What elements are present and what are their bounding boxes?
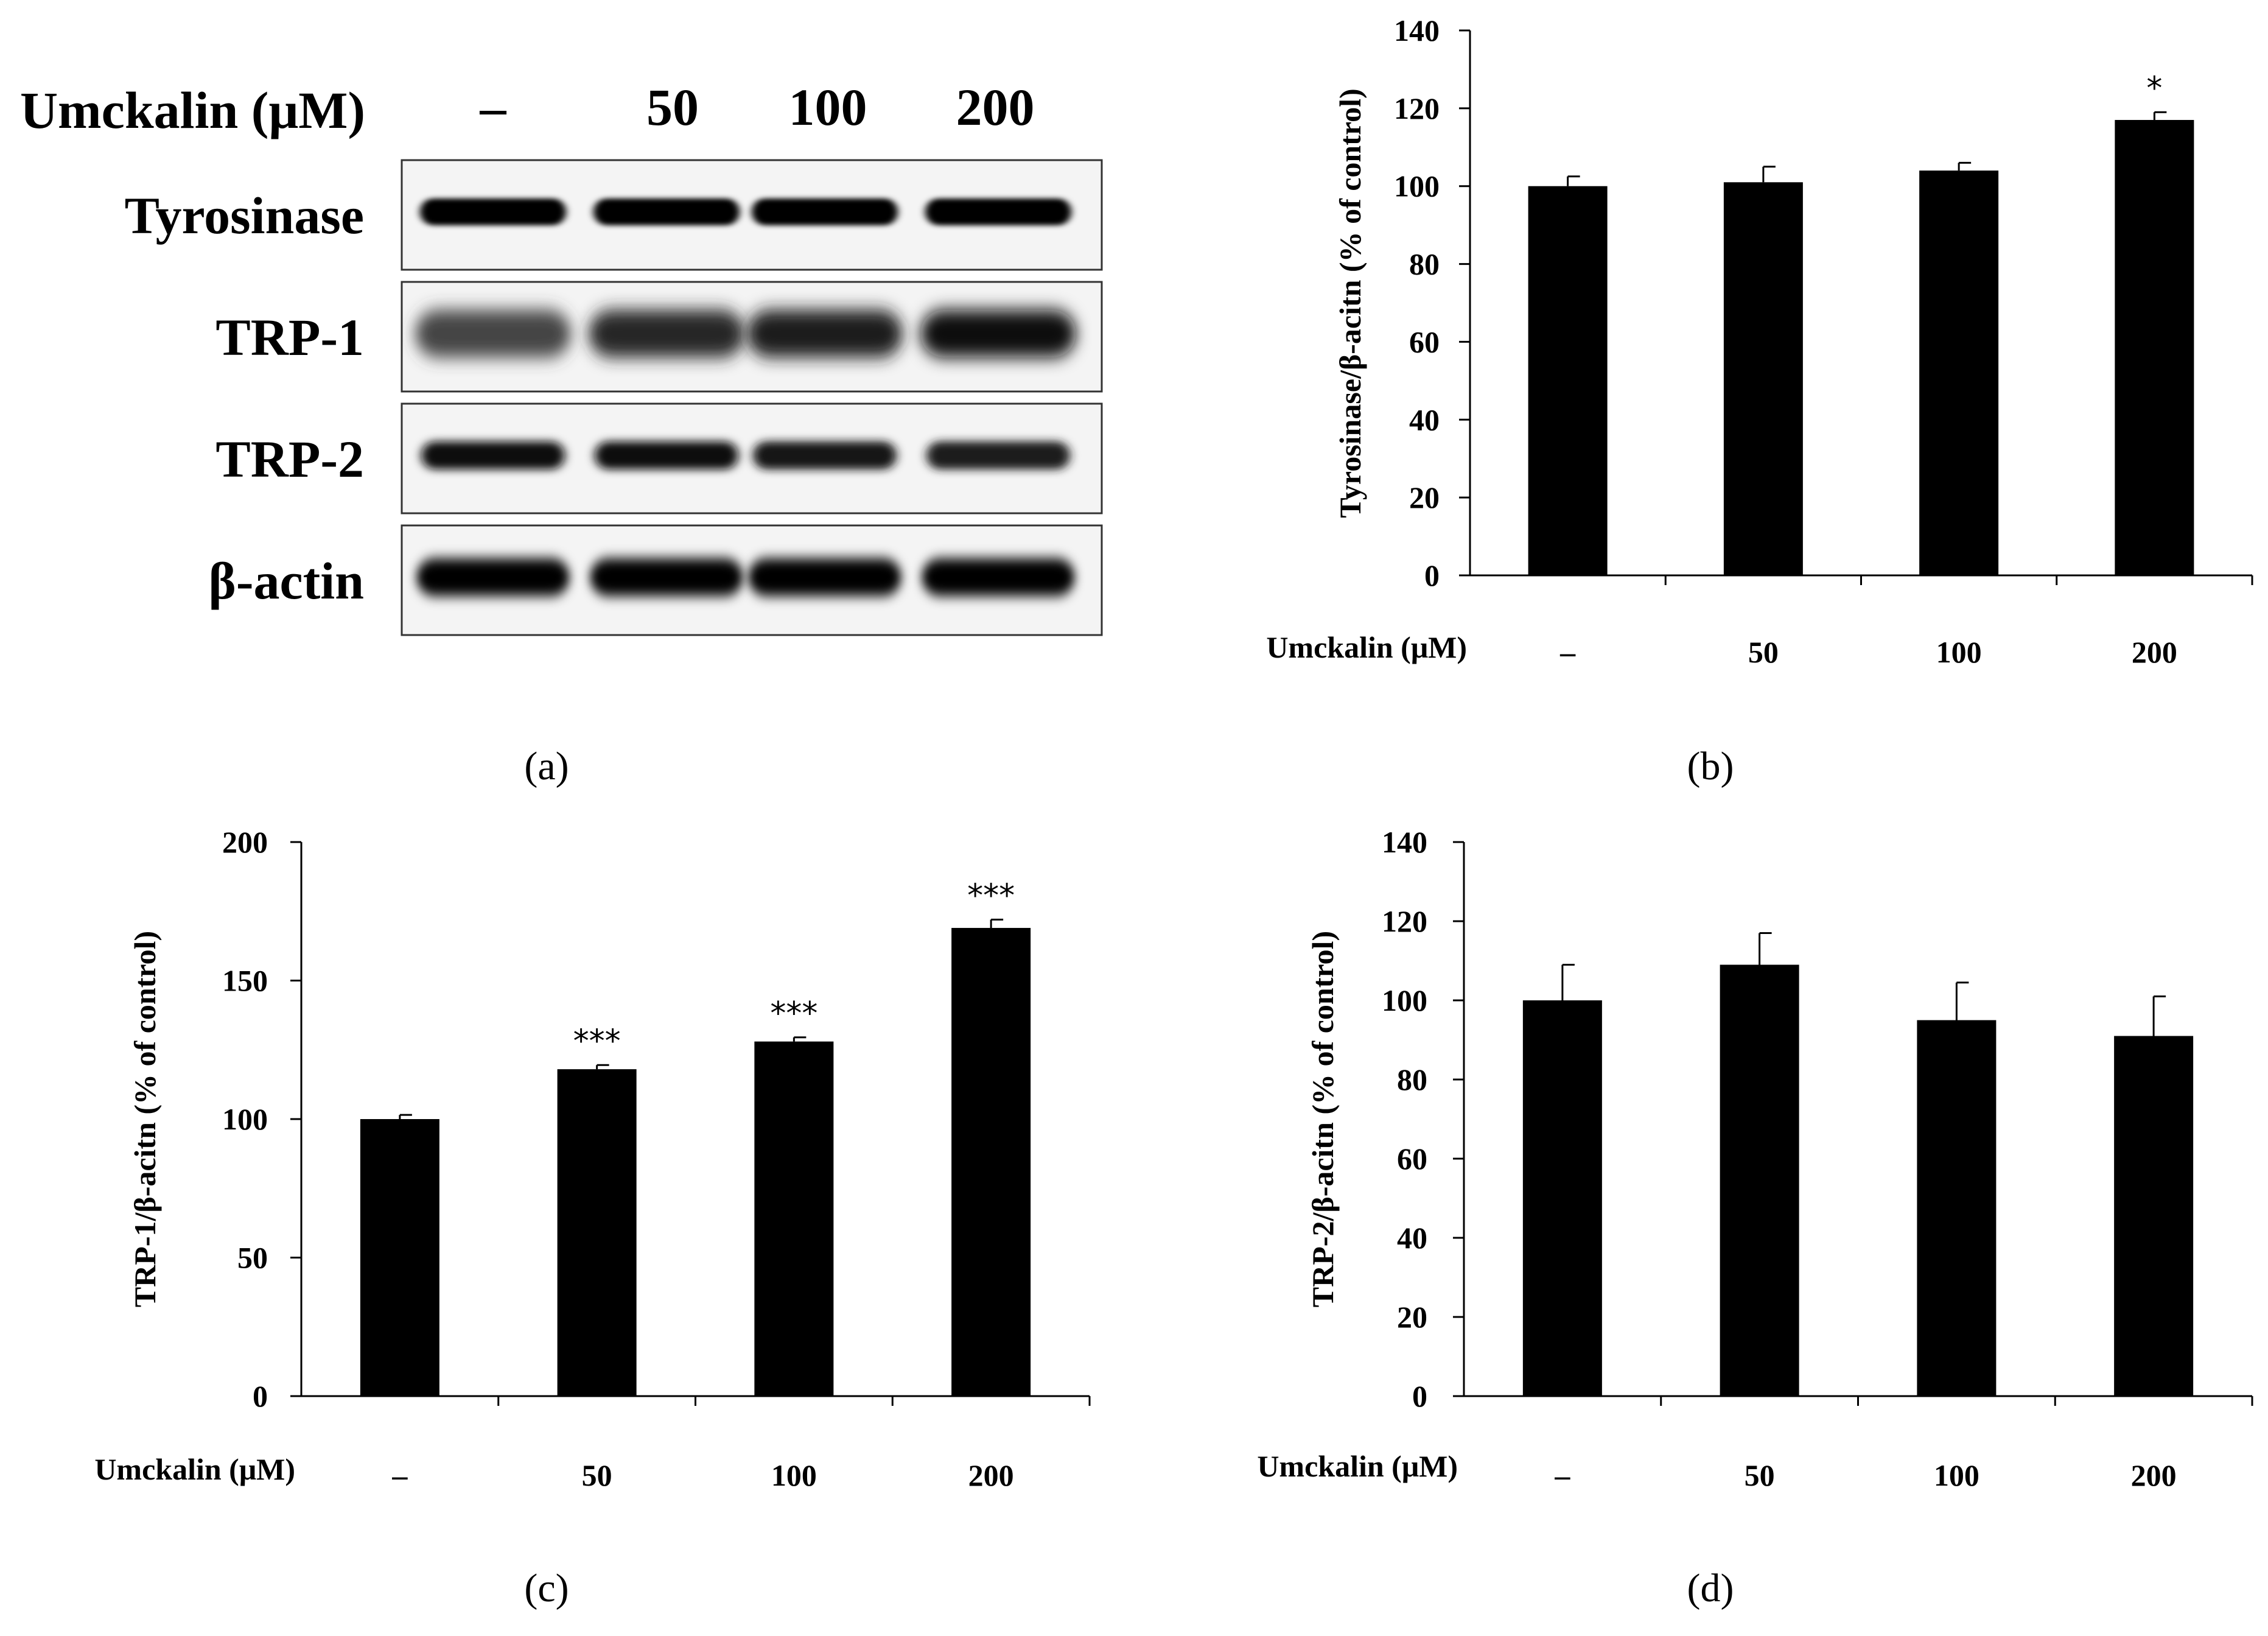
- x-axis-title: Umckalin (μM): [94, 1452, 295, 1486]
- bar: [951, 928, 1031, 1396]
- blot-band: [752, 198, 898, 225]
- blot-row: β-actin: [209, 524, 1103, 636]
- x-tick-label: 50: [1748, 635, 1779, 669]
- panel-label-b: (b): [1687, 744, 1734, 788]
- x-tick-label: 100: [1934, 1458, 1979, 1492]
- bar: [2115, 120, 2194, 576]
- y-axis-title: TRP-2/β-acitn (% of control): [1306, 931, 1340, 1307]
- y-tick-label: 0: [1412, 1379, 1427, 1413]
- y-tick-label: 150: [222, 964, 268, 998]
- blot-treatment-label: Umckalin (μM): [20, 81, 365, 139]
- chart-panel-c: 0 50 100 150 200 – *** 50 *** 100 *** 200 Umckalin (…: [94, 825, 1091, 1610]
- x-tick-label: 200: [2131, 1458, 2177, 1492]
- bar: [2114, 1036, 2194, 1396]
- y-tick-label: 80: [1409, 247, 1440, 281]
- x-axis-title: Umckalin (μM): [1257, 1449, 1458, 1483]
- blot-rows: Tyrosinase TRP-1 TRP-2 β-actin: [125, 159, 1103, 636]
- blot-band: [415, 310, 571, 357]
- x-tick-label: –: [1554, 1458, 1570, 1492]
- bar: [1917, 1020, 1997, 1396]
- blot-row: Tyrosinase: [125, 159, 1103, 271]
- bar: [1522, 1000, 1602, 1396]
- significance-marker: ***: [770, 995, 817, 1032]
- blot-row-label: β-actin: [209, 552, 364, 610]
- blot-band: [748, 558, 901, 596]
- blot-band: [595, 441, 738, 469]
- y-tick-label: 20: [1397, 1300, 1427, 1334]
- blot-row-label: Tyrosinase: [125, 186, 364, 245]
- blot-lane-label: 100: [789, 78, 867, 136]
- chart-panel-d: 0 20 40 60 80 100 120 140 – 50 100 200 Umckalin (μM)…: [1257, 825, 2253, 1610]
- y-tick-label: 200: [222, 825, 268, 859]
- x-tick-label: 200: [2132, 635, 2177, 669]
- y-tick-label: 100: [1382, 983, 1427, 1017]
- x-tick-label: 100: [1936, 635, 1982, 669]
- chart-panel-b: 0 20 40 60 80 100 120 140 – 50 100 * 200 Umckalin (μM…: [1266, 13, 2253, 788]
- bar: [754, 1041, 834, 1396]
- y-tick-label: 120: [1394, 91, 1440, 125]
- blot-band: [920, 310, 1076, 357]
- y-axis-title: Tyrosinase/β-acitn (% of control): [1333, 88, 1367, 518]
- y-tick-label: 120: [1382, 904, 1427, 938]
- bar: [557, 1069, 637, 1396]
- blot-band: [420, 198, 566, 225]
- significance-marker: ***: [573, 1023, 621, 1059]
- y-tick-label: 80: [1397, 1062, 1427, 1097]
- blot-band: [925, 198, 1071, 225]
- panel-label-d: (d): [1687, 1566, 1734, 1610]
- x-tick-label: 50: [582, 1458, 612, 1492]
- y-tick-label: 140: [1382, 825, 1427, 859]
- significance-marker: *: [2146, 70, 2162, 107]
- x-tick-label: –: [1559, 635, 1576, 669]
- blot-band: [753, 441, 897, 469]
- y-tick-label: 100: [222, 1102, 268, 1136]
- blot-band: [421, 441, 565, 469]
- blot-lane-labels: – 50 100 200: [480, 78, 1035, 136]
- y-tick-label: 40: [1397, 1221, 1427, 1255]
- x-tick-label: 50: [1745, 1458, 1775, 1492]
- panel-label-a: (a): [524, 744, 569, 788]
- bar: [1919, 170, 1999, 576]
- x-tick-label: –: [391, 1458, 408, 1492]
- y-tick-label: 140: [1394, 13, 1440, 47]
- y-tick-label: 50: [237, 1241, 268, 1275]
- bar: [1723, 182, 1803, 576]
- western-blot-panel: Umckalin (μM) – 50 100 200 Tyrosinase TRP…: [20, 78, 1103, 788]
- blot-band: [590, 558, 743, 596]
- blot-lane-label: 50: [646, 78, 699, 136]
- y-tick-label: 100: [1394, 169, 1440, 203]
- y-tick-label: 20: [1409, 480, 1440, 514]
- blot-row-label: TRP-1: [215, 308, 364, 367]
- bar: [1528, 186, 1608, 575]
- blot-row: TRP-1: [215, 281, 1103, 393]
- y-tick-label: 60: [1409, 325, 1440, 359]
- blot-band: [416, 558, 570, 596]
- blot-lane-label: 200: [956, 78, 1035, 136]
- blot-band: [922, 558, 1075, 596]
- blot-row-label: TRP-2: [215, 430, 364, 488]
- blot-band: [589, 310, 744, 357]
- panel-label-c: (c): [524, 1566, 569, 1610]
- x-tick-label: 200: [968, 1458, 1014, 1492]
- y-tick-label: 60: [1397, 1142, 1427, 1176]
- significance-marker: ***: [967, 877, 1015, 914]
- blot-band: [593, 198, 740, 225]
- blot-band: [747, 310, 903, 357]
- bar: [1720, 964, 1799, 1396]
- x-axis-title: Umckalin (μM): [1266, 630, 1467, 664]
- blot-band: [926, 441, 1070, 469]
- bar: [360, 1119, 439, 1396]
- blot-row: TRP-2: [215, 402, 1103, 514]
- y-tick-label: 40: [1409, 402, 1440, 437]
- y-axis-title: TRP-1/β-acitn (% of control): [128, 931, 162, 1307]
- x-tick-label: 100: [771, 1458, 817, 1492]
- y-tick-label: 0: [253, 1379, 268, 1413]
- blot-lane-label: –: [480, 78, 507, 136]
- y-tick-label: 0: [1424, 558, 1440, 592]
